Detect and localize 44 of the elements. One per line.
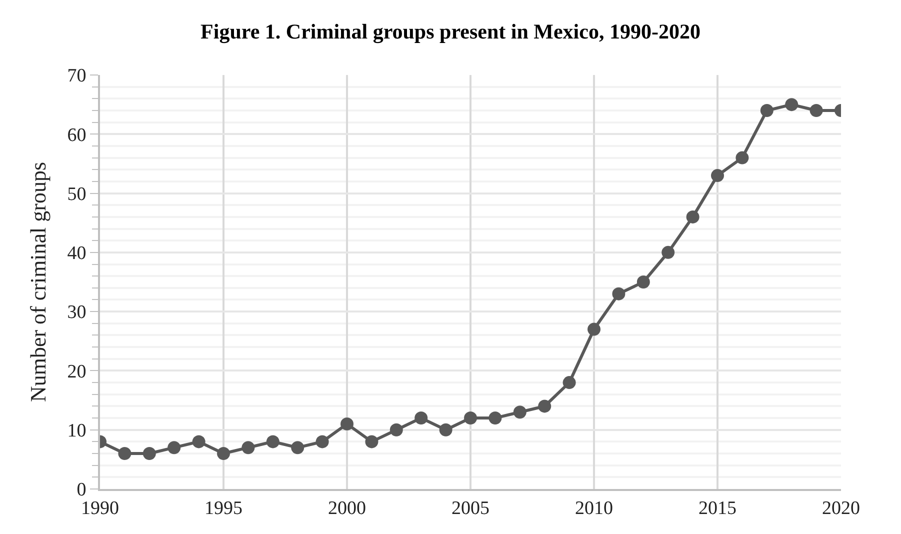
point [810, 104, 823, 117]
point [588, 322, 600, 336]
y-tick-label: 30 [67, 302, 86, 324]
point [266, 435, 280, 448]
point [785, 98, 798, 112]
x-tick-label: 2005 [452, 498, 490, 519]
point [562, 376, 576, 390]
point [439, 423, 452, 436]
point [636, 276, 650, 288]
point [242, 441, 255, 454]
point [291, 441, 304, 454]
point [168, 441, 181, 454]
point [736, 151, 749, 164]
y-axis-title: Number of criminal groups [26, 162, 50, 402]
point [488, 412, 502, 425]
y-tick-label: 50 [67, 184, 86, 205]
x-tick-label: 1995 [204, 498, 242, 519]
point [686, 210, 700, 224]
x-tick-label: 2000 [328, 498, 366, 519]
point [118, 447, 132, 460]
point [760, 104, 774, 117]
point [192, 435, 206, 448]
y-tick-label: 70 [67, 66, 86, 87]
chart-title: Figure 1. Criminal groups present in Mexico, 1990-2020 [200, 20, 700, 44]
point [662, 246, 675, 259]
point [513, 406, 526, 419]
point [390, 423, 403, 436]
x-tick-label: 2020 [822, 498, 860, 519]
point [414, 412, 428, 425]
y-tick-label: 40 [67, 243, 86, 264]
point [464, 412, 477, 425]
point [612, 287, 626, 300]
x-tick-label: 2015 [698, 498, 736, 519]
point [142, 447, 156, 460]
point [340, 417, 354, 430]
point [538, 400, 552, 413]
point [217, 447, 230, 460]
point [711, 169, 724, 182]
y-tick-label: 10 [67, 420, 86, 442]
y-tick-label: 20 [67, 361, 86, 382]
point [365, 435, 378, 448]
x-tick-label: 2010 [575, 498, 613, 519]
point [316, 435, 329, 448]
y-tick-label: 60 [67, 124, 86, 146]
